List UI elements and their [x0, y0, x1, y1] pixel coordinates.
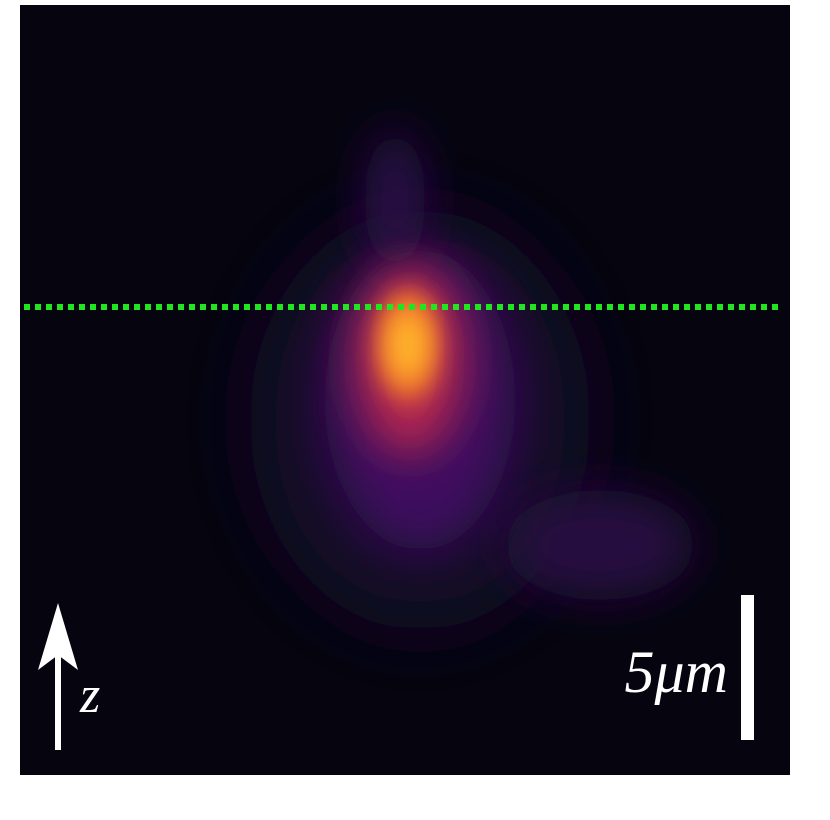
axis-arrow-head — [38, 603, 78, 670]
lower-lobe — [505, 490, 695, 600]
bright-core — [390, 313, 426, 377]
scale-bar — [741, 595, 754, 740]
axis-label: z — [79, 667, 100, 724]
scale-bar-label: 5μm — [625, 639, 728, 705]
upper-tail — [365, 130, 425, 270]
intensity-map — [250, 130, 695, 630]
